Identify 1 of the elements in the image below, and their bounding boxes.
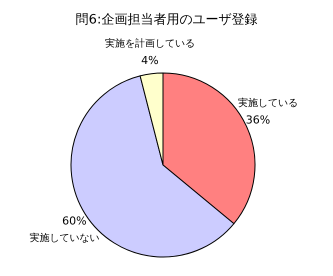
title: 問6:企画担当者用のユーザ登録 bbox=[76, 12, 258, 28]
